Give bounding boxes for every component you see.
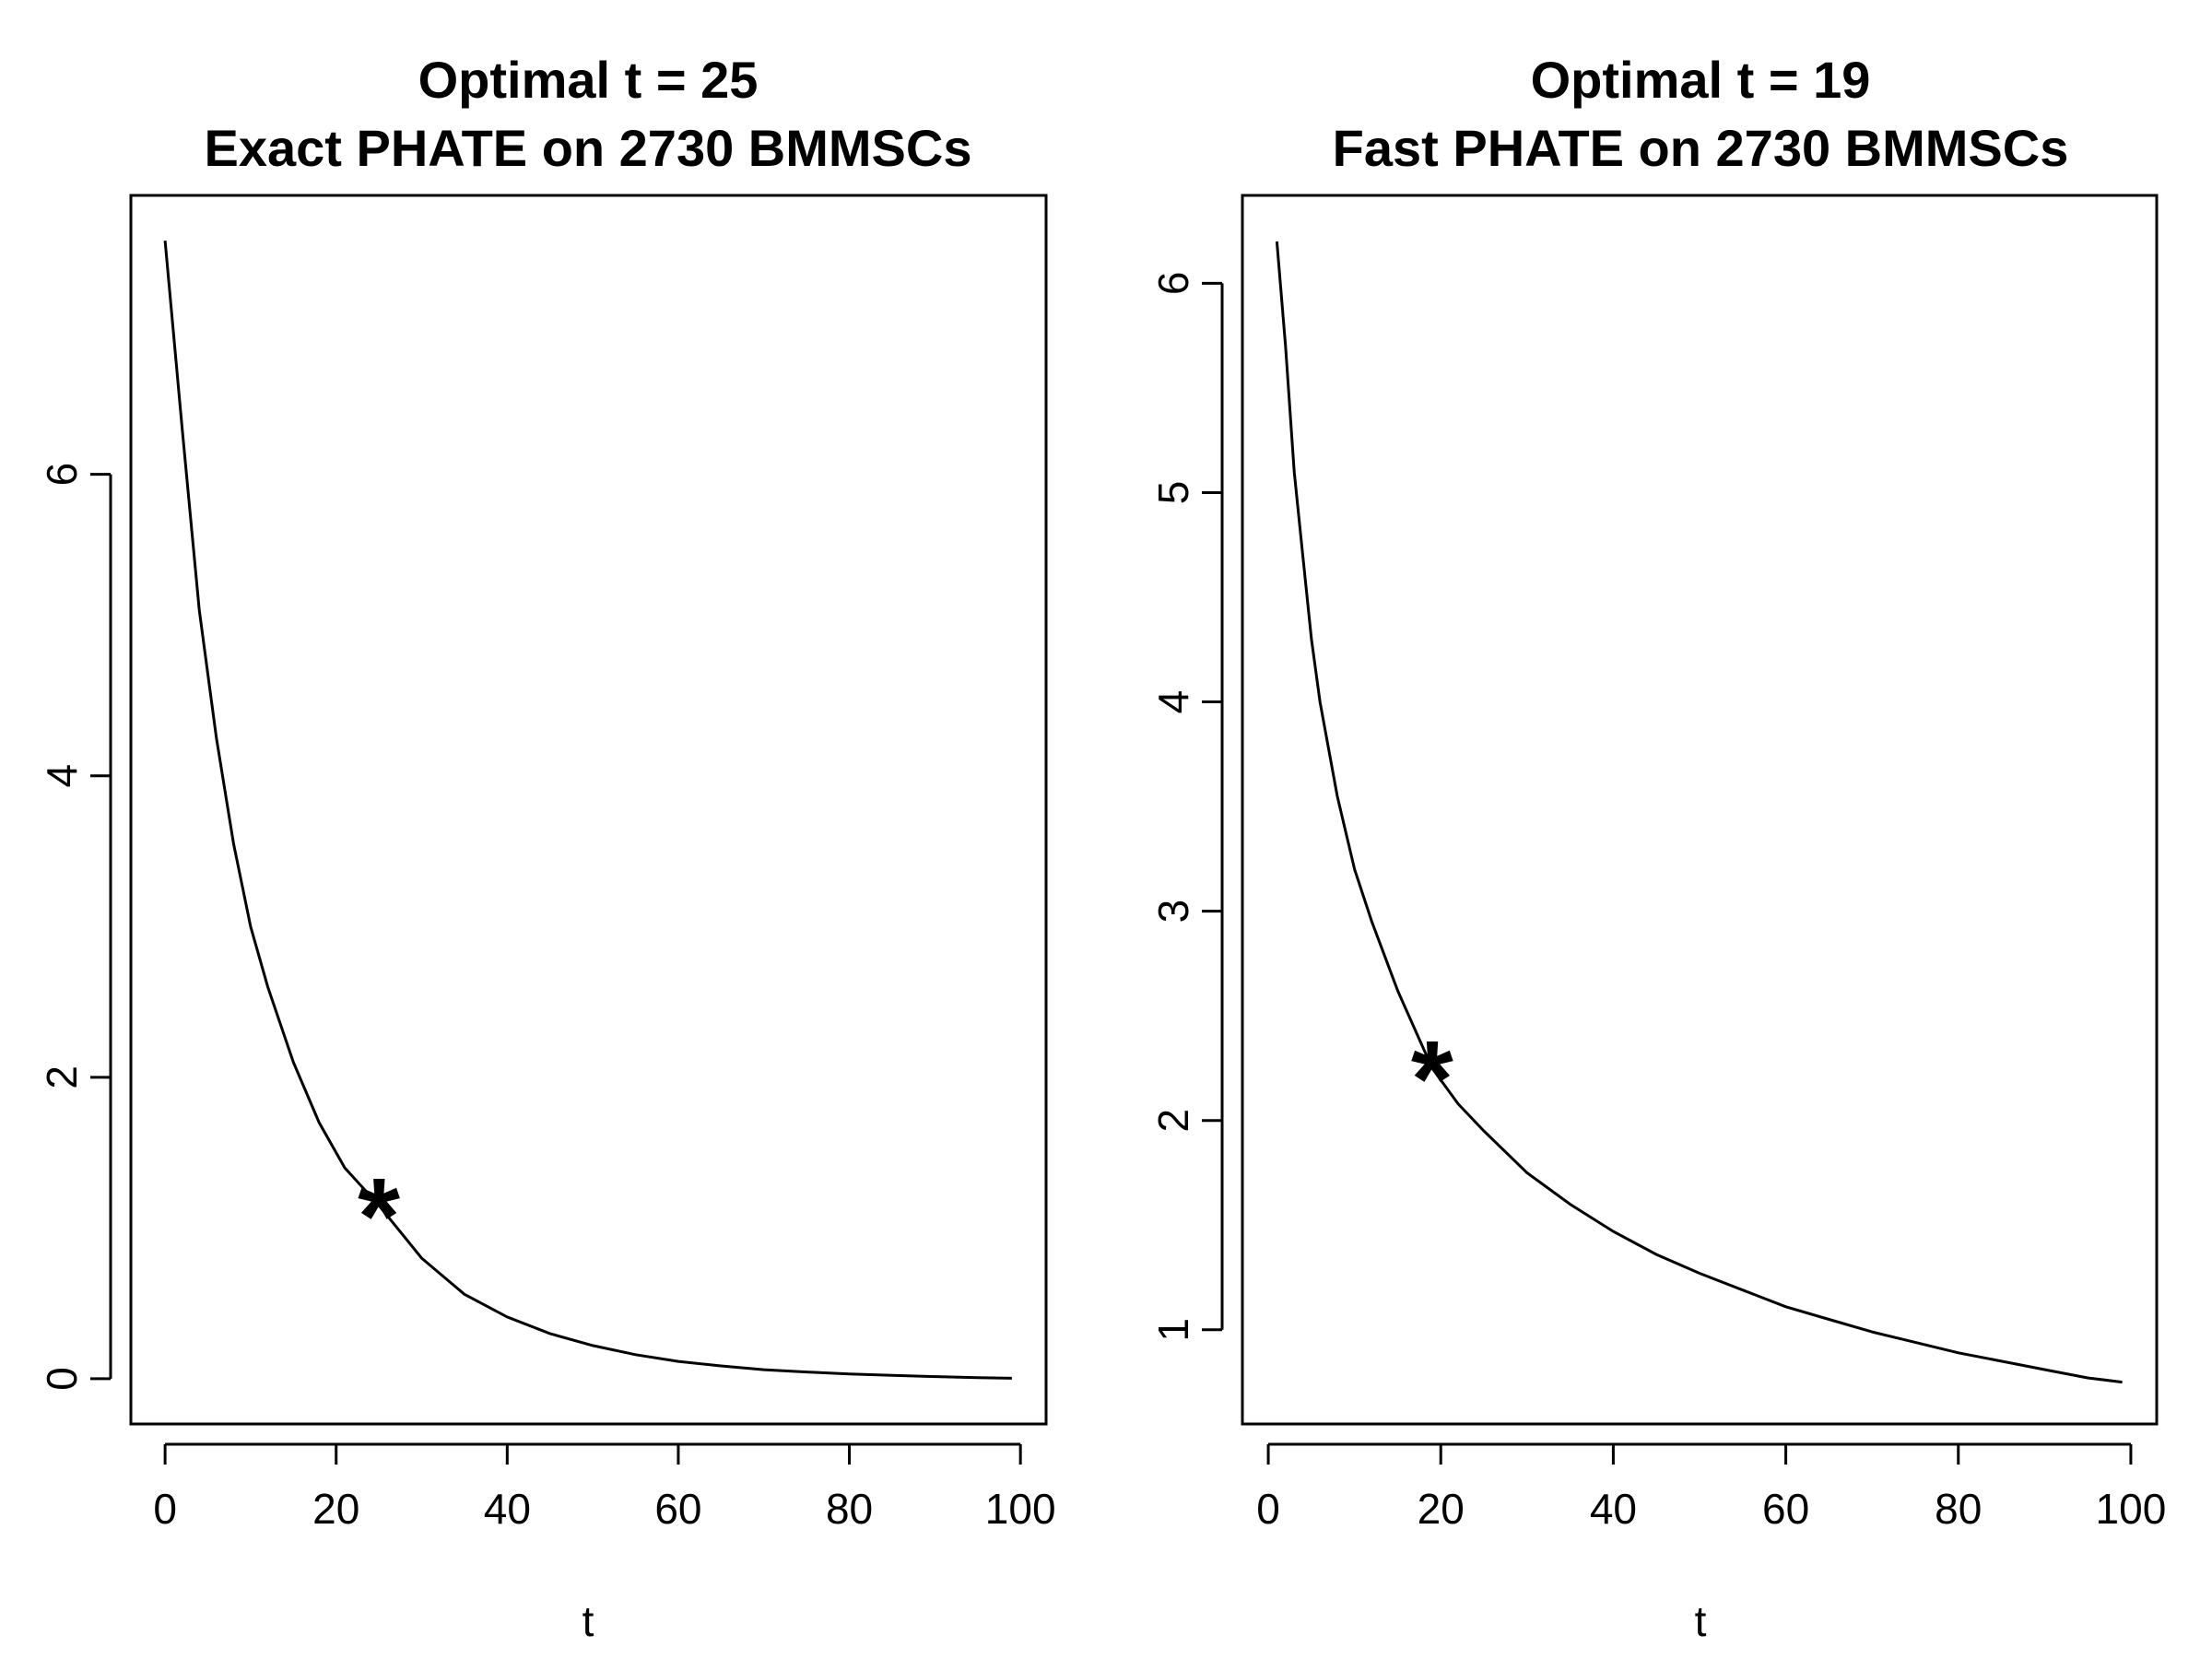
right-chart-panel: Optimal t = 19 Fast PHATE on 2730 BMMSCs…	[1149, 51, 2166, 1645]
right-plot-frame	[1241, 194, 2159, 1426]
right-y-axis: 1 2 3 4 5 6	[1149, 272, 1224, 1342]
left-y-tick-label: 6	[38, 463, 86, 487]
left-x-tick-label: 20	[312, 1485, 359, 1533]
right-x-axis: 0 20 40 60 80 100	[1256, 1442, 2167, 1533]
left-x-tick-label: 100	[985, 1485, 1056, 1533]
left-x-tick-label: 60	[654, 1485, 701, 1533]
right-x-tick-label: 20	[1418, 1485, 1465, 1533]
right-chart-title-line2: Fast PHATE on 2730 BMMSCs	[1333, 119, 2069, 177]
right-y-tick-label: 3	[1149, 900, 1197, 924]
left-y-axis: 0 2 4 6	[38, 463, 112, 1391]
right-y-tick-label: 1	[1149, 1318, 1197, 1342]
left-optimal-t-star-marker: *	[358, 1156, 400, 1277]
right-y-tick-label: 5	[1149, 481, 1197, 505]
left-optimal-marker-group: *	[358, 1156, 400, 1277]
right-y-tick-label: 4	[1149, 690, 1197, 714]
right-series-line	[1275, 241, 2123, 1384]
right-x-tick-label: 40	[1590, 1485, 1637, 1533]
right-optimal-t-star-marker: *	[1411, 1018, 1453, 1140]
left-chart-panel: Optimal t = 25 Exact PHATE on 2730 BMMSC…	[38, 51, 1056, 1645]
left-chart-title-line1: Optimal t = 25	[418, 51, 759, 109]
right-x-tick-label: 0	[1256, 1485, 1280, 1533]
right-optimal-marker-group: *	[1411, 1018, 1453, 1140]
left-series-line	[163, 240, 1012, 1380]
left-x-axis: 0 20 40 60 80 100	[153, 1442, 1056, 1533]
left-y-tick-label: 0	[38, 1367, 86, 1391]
left-x-tick-label: 80	[826, 1485, 873, 1533]
right-x-tick-label: 100	[2096, 1485, 2167, 1533]
left-chart-title-line2: Exact PHATE on 2730 BMMSCs	[205, 119, 972, 177]
right-x-tick-label: 60	[1762, 1485, 1809, 1533]
left-y-tick-label: 2	[38, 1065, 86, 1089]
left-x-tick-label: 0	[153, 1485, 177, 1533]
right-y-tick-label: 2	[1149, 1109, 1197, 1133]
right-chart-title-line1: Optimal t = 19	[1531, 51, 1871, 109]
left-plot-frame	[129, 194, 1048, 1426]
right-x-tick-label: 80	[1935, 1485, 1982, 1533]
left-x-tick-label: 40	[484, 1485, 531, 1533]
left-y-tick-label: 4	[38, 764, 86, 788]
right-y-tick-label: 6	[1149, 272, 1197, 296]
right-x-axis-title: t	[1695, 1597, 1707, 1645]
left-x-axis-title: t	[582, 1597, 594, 1645]
